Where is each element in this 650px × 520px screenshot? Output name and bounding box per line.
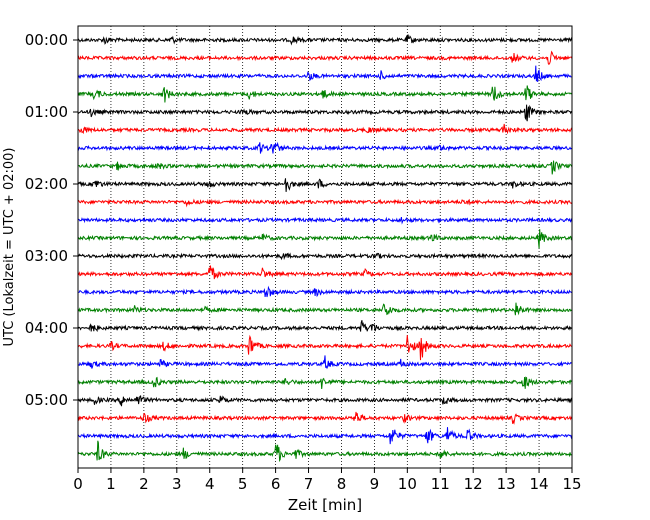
trace-row-0100	[77, 104, 573, 122]
seismic-traces	[77, 34, 573, 463]
x-tick-label: 9	[370, 475, 380, 493]
trace-row-0500	[77, 395, 573, 407]
x-tick-label: 5	[238, 475, 248, 493]
trace-row-0445	[77, 376, 573, 390]
x-tick-label: 0	[73, 475, 83, 493]
y-axis-label: UTC (Lokalzeit = UTC + 02:00)	[2, 148, 17, 347]
x-tick-label: 3	[172, 475, 182, 493]
x-tick-label: 15	[562, 475, 581, 493]
trace-row-0130	[77, 141, 573, 154]
x-tick-label: 4	[205, 475, 215, 493]
trace-row-0245	[77, 229, 573, 249]
trace-row-0200	[77, 178, 573, 192]
trace-row-0030	[77, 65, 572, 83]
trace-row-0000	[77, 34, 573, 46]
trace-row-0045	[77, 85, 573, 103]
trace-row-0215	[77, 198, 573, 208]
trace-row-0345	[77, 302, 573, 316]
y-tick-label: 04:00	[25, 319, 68, 337]
trace-row-0145	[77, 160, 573, 175]
x-tick-label: 8	[337, 475, 347, 493]
x-tick-label: 2	[139, 475, 149, 493]
y-tick-label: 00:00	[25, 31, 68, 49]
x-tick-label: 13	[497, 475, 516, 493]
trace-row-0115	[77, 123, 573, 135]
trace-row-0315	[77, 265, 573, 280]
y-tick-label: 05:00	[25, 391, 68, 409]
y-tick-label: 01:00	[25, 103, 68, 121]
x-tick-label: 1	[106, 475, 116, 493]
trace-row-0515	[77, 411, 573, 425]
trace-row-0400	[77, 320, 573, 333]
trace-row-0545	[77, 440, 573, 463]
trace-row-0415	[77, 334, 573, 361]
trace-row-0300	[77, 252, 573, 261]
trace-row-0430	[77, 355, 573, 370]
x-tick-label: 11	[431, 475, 450, 493]
x-tick-label: 14	[530, 475, 549, 493]
y-axis-ticks: 00:00 01:00 02:00 03:00 04:00 05:00	[25, 31, 78, 409]
x-tick-label: 10	[398, 475, 417, 493]
plot-frame	[77, 25, 573, 469]
trace-row-0330	[77, 285, 573, 298]
x-tick-label: 12	[464, 475, 483, 493]
x-tick-label: 7	[304, 475, 314, 493]
trace-row-0015	[77, 50, 573, 66]
y-tick-label: 03:00	[25, 247, 68, 265]
x-tick-label: 6	[271, 475, 281, 493]
y-tick-label: 02:00	[25, 175, 68, 193]
x-axis-label: Zeit [min]	[288, 496, 362, 514]
x-axis-ticks: 0 1 2 3 4 5 6 7 8 9 10 11 12 13 14 15	[73, 468, 582, 493]
trace-row-0530	[77, 427, 573, 445]
trace-row-0230	[77, 216, 573, 225]
